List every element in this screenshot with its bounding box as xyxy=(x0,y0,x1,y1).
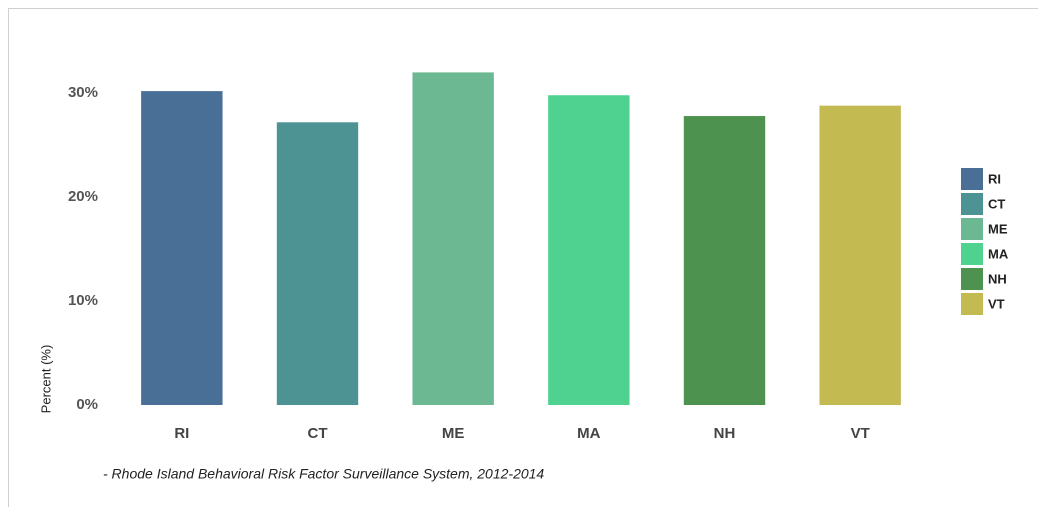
legend-swatch xyxy=(961,293,983,315)
legend-swatch xyxy=(961,268,983,290)
legend-swatch xyxy=(961,193,983,215)
bar xyxy=(819,105,901,406)
x-tick-label: CT xyxy=(308,425,328,442)
legend-label: RI xyxy=(988,171,1001,186)
legend-label: ME xyxy=(988,221,1008,236)
legend-swatch xyxy=(961,218,983,240)
x-tick-label: RI xyxy=(174,425,189,442)
legend-swatch xyxy=(961,168,983,190)
legend-label: CT xyxy=(988,196,1005,211)
legend-label: NH xyxy=(988,271,1007,286)
y-tick-label: 10% xyxy=(68,292,98,309)
y-tick-label: 30% xyxy=(68,84,98,101)
legend-swatch xyxy=(961,243,983,265)
legend-label: VT xyxy=(988,296,1005,311)
caption: - Rhode Island Behavioral Risk Factor Su… xyxy=(103,466,544,482)
x-tick-label: NH xyxy=(714,425,736,442)
y-tick-label: 20% xyxy=(68,188,98,205)
y-axis-title: Percent (%) xyxy=(38,345,53,414)
y-tick-label: 0% xyxy=(76,396,98,413)
x-tick-label: MA xyxy=(577,425,600,442)
bar xyxy=(276,122,359,405)
x-tick-label: ME xyxy=(442,425,465,442)
legend-label: MA xyxy=(988,246,1009,261)
bar xyxy=(141,91,223,405)
bar xyxy=(412,72,494,406)
frame xyxy=(8,8,1038,507)
bar xyxy=(683,116,766,405)
x-tick-label: VT xyxy=(851,425,870,442)
bar xyxy=(548,95,630,405)
